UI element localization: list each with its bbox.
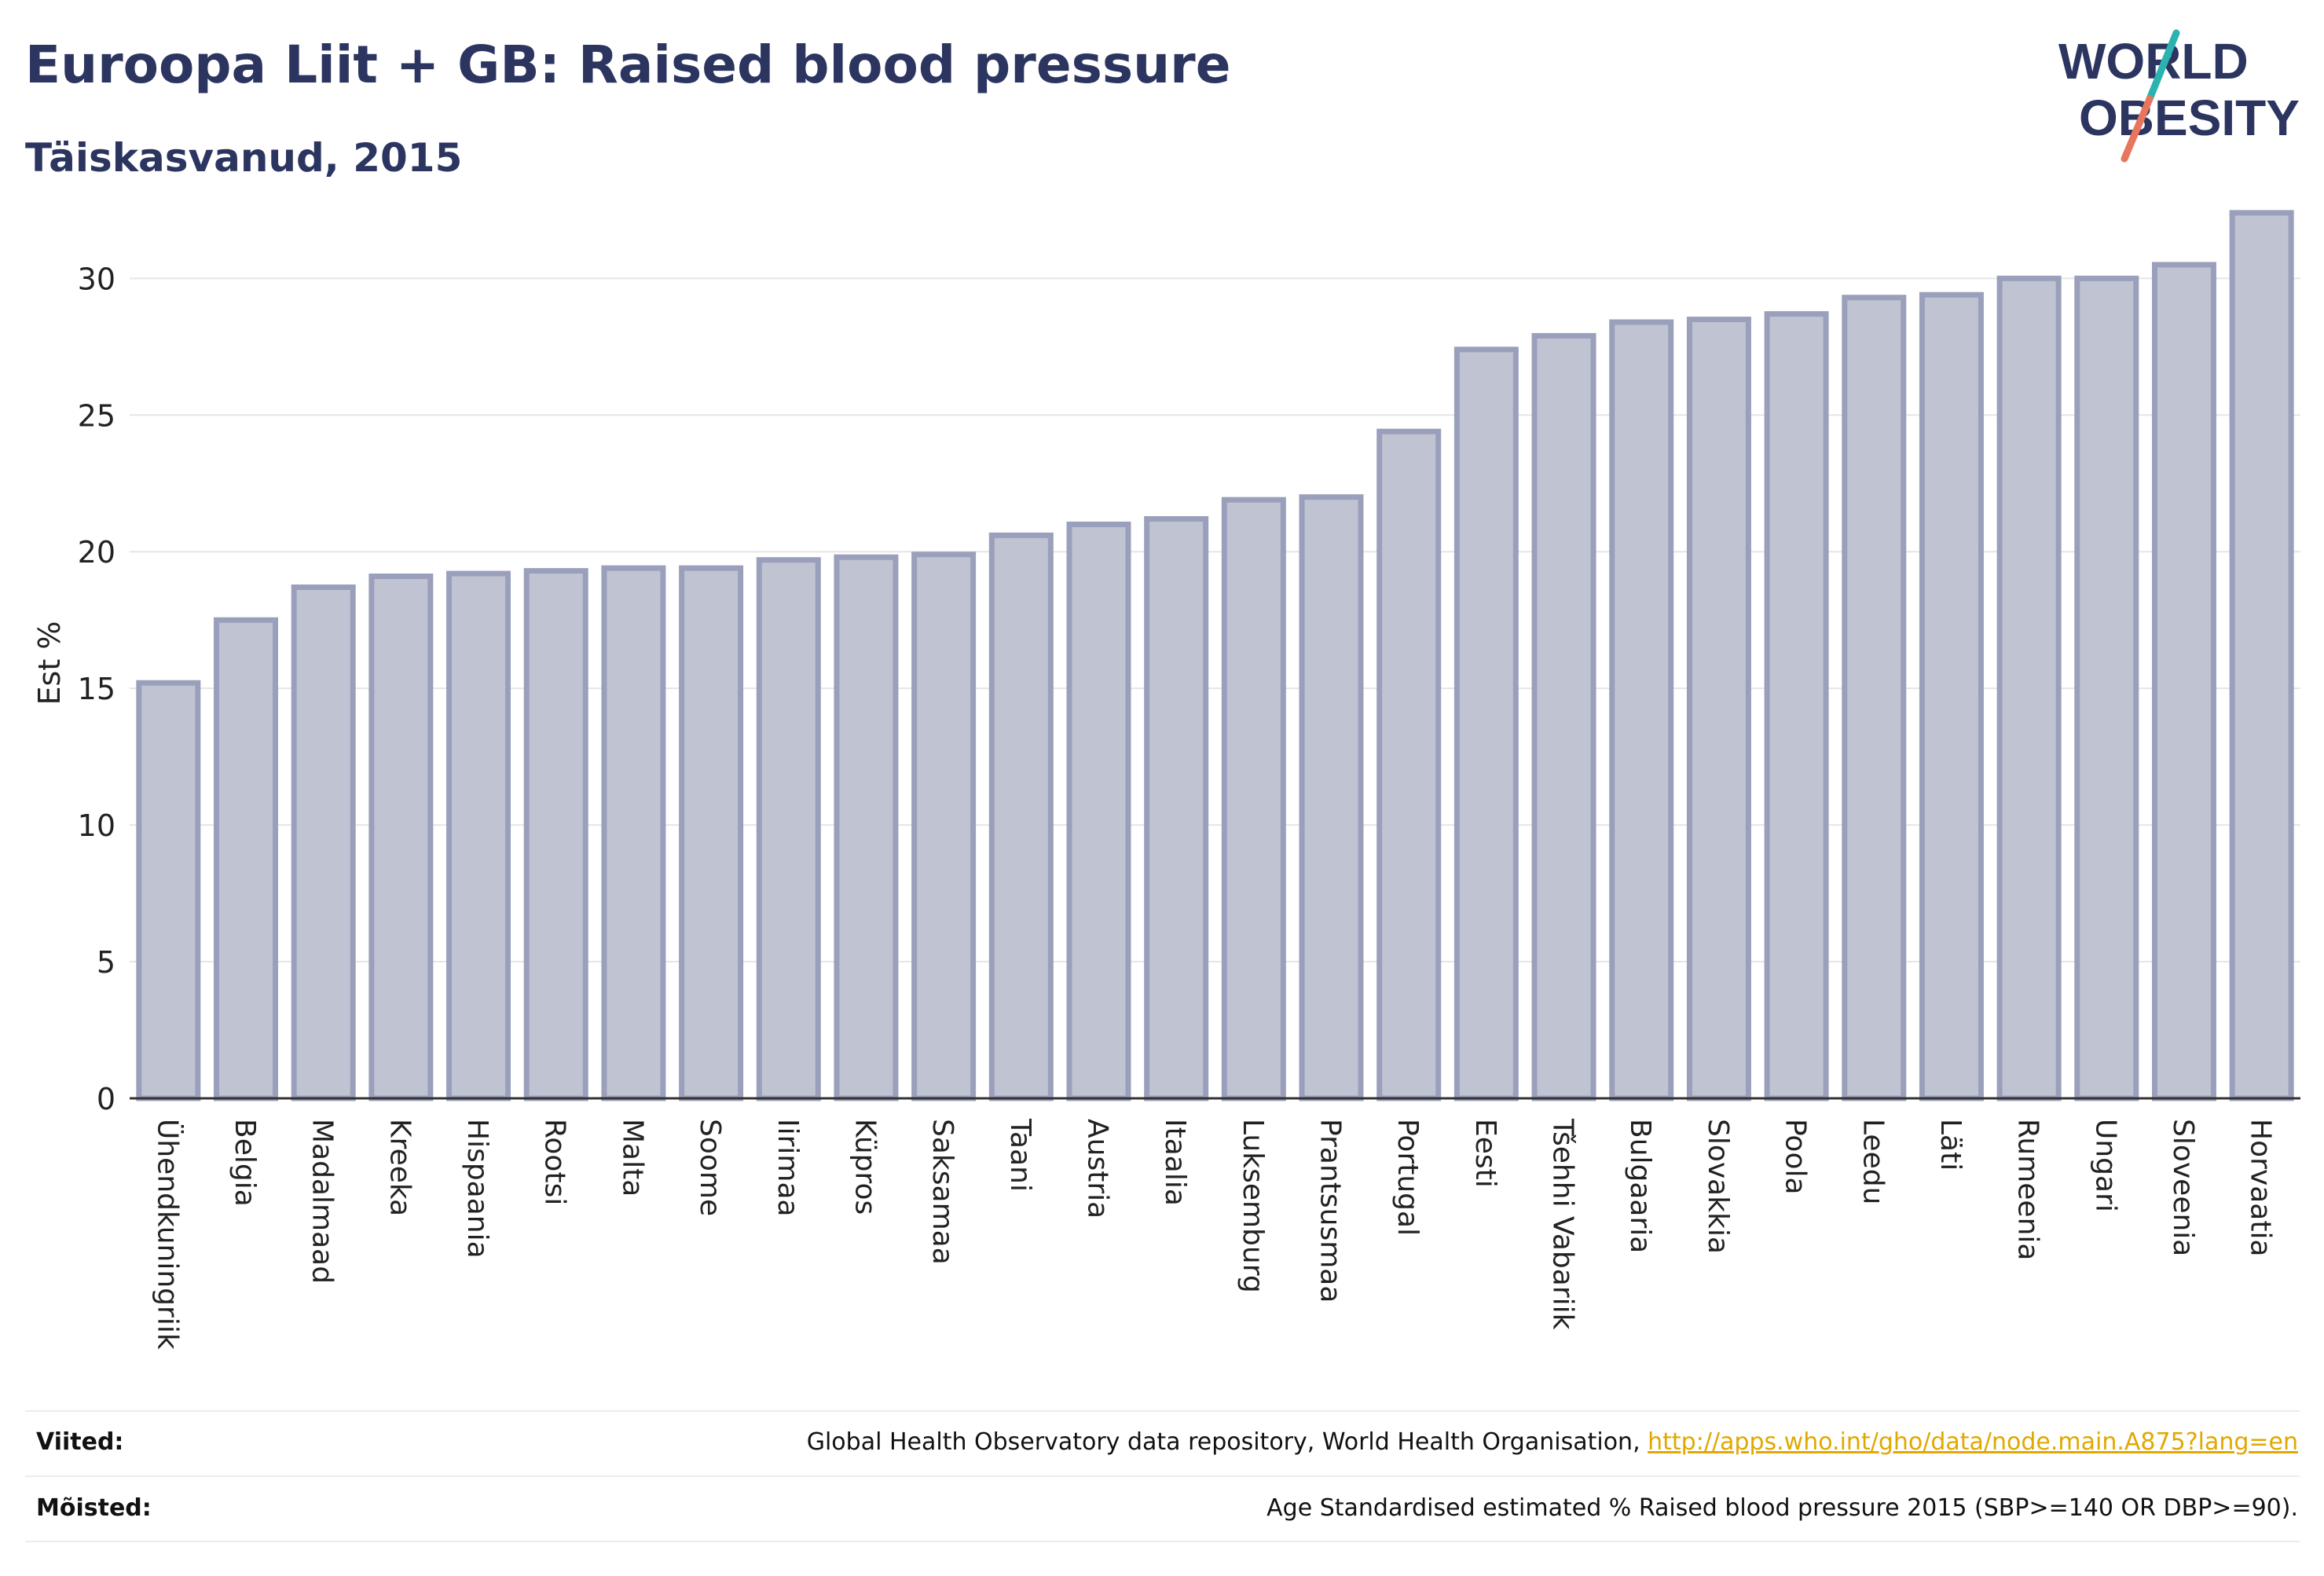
bar <box>756 557 821 1101</box>
bar <box>1144 515 1209 1101</box>
x-tick-label: Prantsusmaa <box>1314 1119 1347 1303</box>
x-tick-label: Ungari <box>2089 1119 2121 1212</box>
x-tick-label: Hispaania <box>461 1119 493 1259</box>
chart-title: Euroopa Liit + GB: Raised blood pressure <box>25 35 1231 95</box>
x-tick-label: Taani <box>1004 1118 1036 1192</box>
bar <box>2074 275 2139 1101</box>
x-tick-label: Luksemburg <box>1237 1119 1269 1293</box>
logo-line-1: WORLD <box>2058 33 2249 90</box>
x-tick-label: Poola <box>1780 1119 1812 1195</box>
bar <box>679 565 744 1101</box>
footer-rule-bottom <box>25 1541 2300 1542</box>
bar-chart: 0 5 10 15 20 25 30 Est % Ühendkuningriik Belgia Ma… <box>32 210 2300 1350</box>
sources-text-body: Global Health Observatory data repositor… <box>806 1428 1648 1456</box>
x-tick-label: Soome <box>694 1119 726 1216</box>
definitions-text: Age Standardised estimated % Raised bloo… <box>1266 1494 2298 1522</box>
y-tick-label: 10 <box>78 808 115 843</box>
y-tick-label: 20 <box>78 535 115 570</box>
bar <box>988 532 1054 1101</box>
x-tick-label: Tšehhi Vabariik <box>1547 1118 1579 1330</box>
x-tick-label: Saksamaa <box>926 1119 959 1265</box>
x-tick-label: Leedu <box>1857 1119 1889 1204</box>
sources-label: Viited: <box>36 1428 124 1456</box>
bar <box>446 570 511 1101</box>
bar <box>1299 494 1364 1101</box>
bar <box>214 617 279 1101</box>
sources-text: Global Health Observatory data repositor… <box>807 1428 2298 1456</box>
bar <box>291 584 356 1101</box>
y-tick-label: 15 <box>78 672 115 706</box>
world-obesity-logo: WORLD OBESITY <box>2058 29 2300 163</box>
definitions-label: Mõisted: <box>36 1494 152 1522</box>
bar <box>1842 295 1907 1101</box>
bar <box>1919 291 1984 1101</box>
logo-slash-coral <box>2121 95 2154 163</box>
bar <box>368 574 434 1101</box>
bar <box>601 565 666 1101</box>
bar <box>136 680 201 1101</box>
x-tick-label: Madalmaad <box>306 1119 339 1284</box>
x-tick-label: Belgia <box>229 1119 261 1207</box>
sources-link[interactable]: http://apps.who.int/gho/data/node.main.A… <box>1648 1428 2298 1456</box>
x-tick-label: Sloveenia <box>2167 1119 2199 1256</box>
x-tick-label: Portugal <box>1391 1119 1424 1236</box>
chart-subtitle: Täiskasvanud, 2015 <box>25 135 463 181</box>
bar <box>1996 275 2062 1101</box>
y-tick-label: 5 <box>97 945 115 980</box>
bar <box>1066 521 1131 1101</box>
x-tick-label: Horvaatia <box>2245 1119 2277 1257</box>
x-tick-label: Küpros <box>849 1119 881 1215</box>
x-tick-label: Itaalia <box>1159 1119 1191 1206</box>
x-tick-label: Slovakkia <box>1702 1119 1734 1254</box>
y-tick-label: 25 <box>78 398 115 433</box>
bar <box>834 554 899 1101</box>
x-tick-label: Malta <box>616 1119 648 1197</box>
x-tick-label: Rootsi <box>539 1119 571 1205</box>
bar <box>2151 262 2216 1101</box>
bar <box>1531 332 1596 1101</box>
bar <box>1221 497 1286 1101</box>
y-axis-label: Est % <box>32 621 67 706</box>
x-tick-label: Ühendkuningriik <box>151 1119 184 1350</box>
x-tick-label: Kreeka <box>383 1119 416 1216</box>
bar <box>1686 317 1751 1101</box>
y-tick-label: 30 <box>78 262 115 296</box>
y-tick-label: 0 <box>97 1082 115 1116</box>
bar <box>1453 346 1519 1101</box>
footer-rule-middle <box>25 1475 2300 1477</box>
x-tick-label: Eesti <box>1469 1119 1501 1188</box>
logo-line-2: OBESITY <box>2079 90 2300 146</box>
bar <box>911 552 977 1101</box>
x-tick-label: Austria <box>1081 1119 1113 1219</box>
x-tick-label: Läti <box>1934 1119 1967 1171</box>
bar <box>1764 311 1829 1101</box>
x-tick-label: Rumeenia <box>2012 1119 2044 1260</box>
bar <box>1609 319 1674 1101</box>
x-tick-label: Bulgaaria <box>1624 1119 1656 1253</box>
x-tick-label: Iirimaa <box>772 1119 804 1217</box>
bar <box>523 568 588 1101</box>
logo-slash-teal <box>2146 29 2180 103</box>
footer-rule-top <box>25 1410 2300 1412</box>
bar <box>2229 210 2294 1101</box>
bar <box>1376 428 1442 1101</box>
